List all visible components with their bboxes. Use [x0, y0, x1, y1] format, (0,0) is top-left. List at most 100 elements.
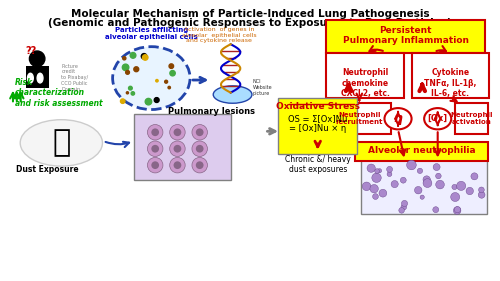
Circle shape — [126, 92, 128, 94]
Circle shape — [450, 192, 460, 201]
Text: Activation  of genes in
alveolar  epithelial cells
and cytokine release: Activation of genes in alveolar epitheli… — [182, 27, 256, 44]
Circle shape — [126, 71, 130, 74]
Text: Dust Exposure: Dust Exposure — [16, 165, 78, 174]
Circle shape — [122, 57, 126, 60]
FancyBboxPatch shape — [278, 98, 357, 153]
Circle shape — [152, 161, 159, 169]
Circle shape — [169, 64, 173, 68]
Ellipse shape — [112, 47, 190, 110]
Text: Chronic &/ heavy
dust exposures: Chronic &/ heavy dust exposures — [285, 155, 350, 174]
Circle shape — [375, 169, 380, 173]
Circle shape — [164, 80, 168, 83]
Circle shape — [196, 145, 203, 153]
Circle shape — [418, 168, 422, 173]
Text: Picture
credit
to Pixabay/
CCO Public
Domain: Picture credit to Pixabay/ CCO Public Do… — [62, 64, 88, 92]
Text: NCI
Website
picture: NCI Website picture — [253, 80, 272, 96]
Circle shape — [452, 184, 457, 190]
Circle shape — [196, 128, 203, 136]
FancyBboxPatch shape — [326, 53, 404, 98]
Circle shape — [379, 189, 387, 197]
Circle shape — [423, 179, 432, 187]
Text: Oxidative Stress: Oxidative Stress — [276, 102, 359, 111]
Circle shape — [454, 207, 461, 214]
Circle shape — [130, 53, 136, 58]
Circle shape — [30, 51, 45, 67]
Text: (Genomic and Pathogenic Responses to Exposures to Dust Particles): (Genomic and Pathogenic Responses to Exp… — [48, 18, 452, 28]
Text: OS = Σ[Ox]Nu: OS = Σ[Ox]Nu — [288, 114, 348, 123]
Text: Molecular Mechanism of Particle-Induced Lung Pathogenesis: Molecular Mechanism of Particle-Induced … — [70, 9, 430, 19]
Circle shape — [478, 187, 484, 193]
Circle shape — [174, 128, 182, 136]
Circle shape — [120, 99, 125, 103]
Text: η: η — [394, 112, 402, 125]
Circle shape — [423, 176, 430, 183]
Circle shape — [401, 204, 406, 210]
Circle shape — [168, 86, 170, 89]
Text: = [Ox]Nu × η: = [Ox]Nu × η — [289, 124, 346, 133]
Ellipse shape — [384, 108, 411, 129]
Circle shape — [378, 169, 382, 173]
Ellipse shape — [213, 86, 252, 103]
Circle shape — [142, 55, 148, 60]
Circle shape — [148, 141, 163, 157]
Circle shape — [134, 67, 138, 72]
Circle shape — [471, 173, 478, 180]
Circle shape — [436, 173, 441, 179]
Circle shape — [456, 181, 466, 191]
Circle shape — [387, 172, 392, 176]
Circle shape — [156, 80, 158, 82]
Circle shape — [170, 124, 185, 140]
Circle shape — [122, 64, 129, 71]
Circle shape — [367, 164, 376, 172]
Circle shape — [148, 157, 163, 173]
Text: [Ox]: [Ox] — [428, 114, 448, 123]
FancyBboxPatch shape — [455, 103, 488, 134]
Ellipse shape — [28, 73, 34, 83]
Text: Neutrophil
activation: Neutrophil activation — [450, 112, 493, 125]
Circle shape — [391, 180, 398, 188]
Text: 🐀: 🐀 — [52, 128, 70, 157]
Text: ??: ?? — [26, 46, 37, 56]
FancyBboxPatch shape — [356, 142, 488, 161]
Circle shape — [152, 128, 159, 136]
Circle shape — [145, 98, 152, 105]
Ellipse shape — [20, 120, 102, 166]
FancyBboxPatch shape — [412, 53, 489, 98]
Circle shape — [362, 182, 371, 191]
FancyBboxPatch shape — [26, 67, 49, 88]
Circle shape — [433, 207, 438, 213]
Ellipse shape — [424, 108, 451, 129]
FancyBboxPatch shape — [326, 20, 485, 53]
Circle shape — [386, 166, 392, 172]
FancyBboxPatch shape — [326, 103, 392, 134]
Circle shape — [436, 180, 444, 189]
Circle shape — [128, 86, 132, 90]
Circle shape — [406, 160, 416, 170]
Circle shape — [170, 157, 185, 173]
Text: Cytokine
TNFα, IL-1β,
IL-6, etc.: Cytokine TNFα, IL-1β, IL-6, etc. — [424, 68, 476, 98]
Circle shape — [399, 208, 404, 213]
Circle shape — [170, 141, 185, 157]
Circle shape — [192, 157, 208, 173]
Circle shape — [433, 164, 440, 171]
Circle shape — [414, 187, 422, 194]
Circle shape — [400, 177, 406, 183]
Text: Neutrophil
chemokine
CXCL2, etc.: Neutrophil chemokine CXCL2, etc. — [340, 68, 390, 98]
Circle shape — [192, 124, 208, 140]
Circle shape — [372, 173, 381, 182]
Text: Neutrophil
recruitment: Neutrophil recruitment — [336, 112, 383, 125]
Text: Particles afflicting
alveolar epithelial cells: Particles afflicting alveolar epithelial… — [105, 27, 198, 40]
Text: Pulmonary lesions: Pulmonary lesions — [168, 107, 255, 116]
Circle shape — [466, 187, 473, 195]
Text: Persistent
Pulmonary Inflammation: Persistent Pulmonary Inflammation — [343, 26, 469, 45]
Circle shape — [196, 161, 203, 169]
FancyBboxPatch shape — [134, 114, 230, 180]
Text: Alveolar neutrophilia: Alveolar neutrophilia — [368, 146, 476, 155]
Circle shape — [174, 145, 182, 153]
Circle shape — [131, 92, 134, 95]
FancyBboxPatch shape — [362, 160, 487, 214]
Circle shape — [370, 185, 378, 193]
Circle shape — [152, 145, 159, 153]
Circle shape — [424, 179, 430, 185]
Circle shape — [192, 141, 208, 157]
